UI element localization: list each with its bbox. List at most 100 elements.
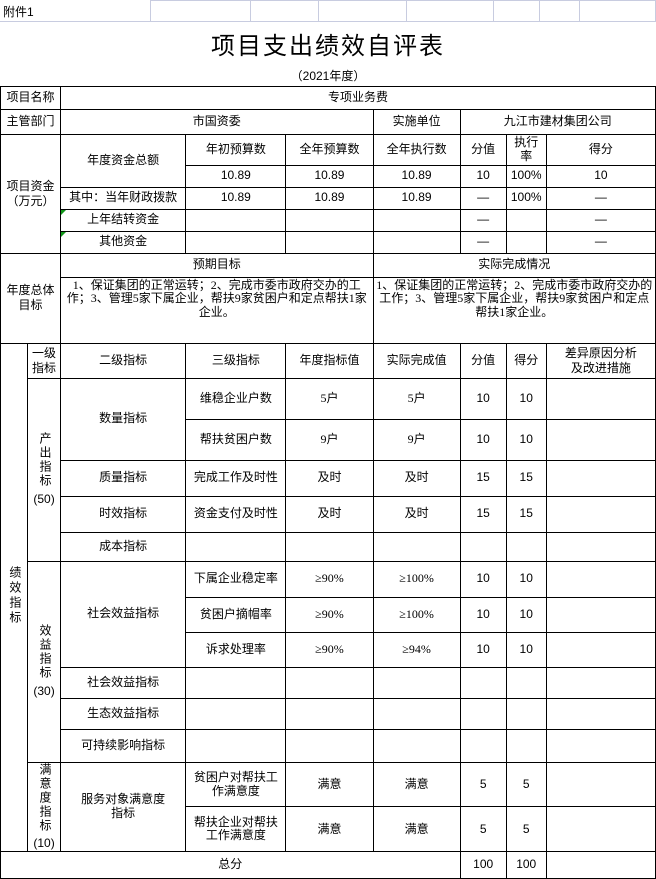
evaluation-table: 项目名称 专项业务费 主管部门 市国资委 实施单位 九江市建材集团公司 项目资金… (0, 86, 656, 879)
funds-total-rate: 100% (505, 164, 547, 188)
page-title: 项目支出绩效自评表 (211, 32, 445, 60)
funds-total-row: 10.89 10.89 10.89 10 100% 10 (1, 164, 656, 188)
total-score: 100 (505, 851, 547, 879)
goals-content-row: 1、保证集团的正常运转；2、完成市委市政府交办的工作；3、管理5家下属企业，帮扶… (1, 276, 656, 344)
perf-lvl3 (185, 531, 287, 562)
table-row: 成本指标 (1, 531, 656, 562)
goals-expected-text: 1、保证集团的正常运转；2、完成市委市政府交办的工作；3、管理5家下属企业，帮扶… (60, 276, 374, 344)
perf-lvl3: 诉求处理率 (185, 631, 287, 668)
perf-scoremax: 5 (459, 761, 507, 808)
perf-lvl3: 贫困户摘帽率 (185, 596, 287, 633)
grid-cell (538, 0, 580, 22)
funds-total-exec: 10.89 (372, 164, 461, 188)
perf-lvl2-social: 社会效益指标 (60, 560, 187, 668)
grid-cell (578, 0, 656, 22)
perf-header-remark-line1: 差异原因分析 (564, 345, 637, 360)
perf-target: ≥90% (285, 596, 374, 633)
perf-header-remark: 差异原因分析 及改进措施 (545, 342, 656, 379)
perf-header-lvl1-line2: 指标 (32, 360, 57, 375)
grid-cell (405, 0, 494, 22)
table-row: 社会效益指标 (1, 666, 656, 699)
table-row: 帮扶贫困户数 9户 9户 10 10 (1, 418, 656, 461)
department-value: 市国资委 (60, 109, 374, 135)
funds-appropriation-row: 其中：当年财政拨款 10.89 10.89 10.89 — 100% — (1, 186, 656, 210)
funds-appropriation-label: 其中：当年财政拨款 (60, 186, 187, 210)
perf-group-score-output: (50) (33, 491, 55, 506)
perf-scoremax: 10 (459, 631, 507, 668)
perf-actual (372, 728, 461, 763)
table-row: 满意度指标 (10) 服务对象满意度指标 贫困户对帮扶工作满意度 满意 满意 5… (1, 761, 656, 853)
funds-carryover-begin (185, 208, 287, 232)
perf-scoremax: 15 (459, 459, 507, 497)
perf-score: 10 (505, 377, 547, 420)
perf-actual (372, 697, 461, 730)
perf-lvl2-timeliness: 时效指标 (60, 495, 187, 533)
funds-carryover-label: 上年结转资金 (60, 208, 187, 232)
perf-target (285, 728, 374, 763)
goals-row-label-line2: 目标 (18, 298, 43, 313)
perf-score: 15 (505, 459, 547, 497)
funds-appropriation-begin: 10.89 (185, 186, 287, 210)
perf-group-label-output-text: 产出指标 (37, 432, 52, 489)
grid-cell (492, 0, 540, 22)
perf-actual: 5户 (372, 377, 461, 420)
project-name-row: 项目名称 专项业务费 (0, 86, 656, 110)
perf-actual: 满意 (372, 761, 461, 808)
perf-target (285, 666, 374, 699)
funds-other-scoremax: — (459, 230, 507, 254)
perf-lvl2-service-object: 服务对象满意度指标 (60, 761, 187, 853)
perf-score: 10 (505, 560, 547, 598)
perf-lvl2-quality: 质量指标 (60, 459, 187, 497)
perf-target: 9户 (285, 418, 374, 461)
perf-remark (545, 377, 656, 420)
perf-score: 10 (505, 631, 547, 668)
perf-score (505, 666, 547, 699)
funds-other-row: 其他资金 — — (1, 230, 656, 254)
funds-header-begin: 年初预算数 (185, 134, 287, 166)
funds-header-score: 得分 (545, 134, 656, 166)
perf-lvl2-cost: 成本指标 (60, 531, 187, 562)
funds-other-exec (372, 230, 461, 254)
perf-header-remark-line2: 及改进措施 (570, 360, 631, 375)
perf-target: ≥90% (285, 560, 374, 598)
funds-total-scoremax: 10 (459, 164, 507, 188)
goals-row-label: 年度总体 目标 (0, 252, 62, 344)
perf-target: 及时 (285, 495, 374, 533)
perf-header-target: 年度指标值 (285, 342, 374, 379)
table-row: 可持续影响指标 (1, 728, 656, 763)
perf-group-label-benefit: 效益指标 (30) (27, 560, 62, 763)
table-row: 贫困户摘帽率 ≥90% ≥100% 10 10 (1, 596, 656, 633)
total-scoremax: 100 (459, 851, 507, 879)
perf-scoremax: 10 (459, 596, 507, 633)
perf-group-label-satisfaction-text: 满意度指标 (37, 762, 52, 833)
total-score-label: 总分 (0, 851, 461, 879)
perf-actual: 及时 (372, 495, 461, 533)
title-block: 项目支出绩效自评表 （2021年度） (0, 22, 656, 86)
funds-appropriation-scoremax: — (459, 186, 507, 210)
perf-score (505, 531, 547, 562)
funds-total-label: 年度资金总额 (60, 134, 187, 188)
perf-header-row: 绩效指标 一级 指标 二级指标 三级指标 年度指标值 实际完成值 分值 得分 差… (0, 342, 656, 853)
perf-target: 满意 (285, 761, 374, 808)
funds-total-score: 10 (545, 164, 656, 188)
perf-lvl3: 贫困户对帮扶工作满意度 (185, 761, 287, 808)
table-row: 生态效益指标 (1, 697, 656, 730)
perf-scoremax: 15 (459, 495, 507, 533)
perf-remark (545, 728, 656, 763)
perf-score (505, 697, 547, 730)
funds-header-exec: 全年执行数 (372, 134, 461, 166)
grid-cell (150, 0, 252, 22)
perf-lvl2-quantity: 数量指标 (60, 377, 187, 461)
perf-remark (545, 459, 656, 497)
department-row: 主管部门 市国资委 实施单位 九江市建材集团公司 (0, 109, 656, 135)
perf-lvl3: 维稳企业户数 (185, 377, 287, 420)
goals-actual-header: 实际完成情况 (372, 252, 656, 278)
attachment-label: 附件1 (0, 0, 152, 22)
goals-row-label-line1: 年度总体 (6, 283, 55, 298)
perf-header-score: 得分 (505, 342, 547, 379)
perf-header-lvl1: 一级 指标 (27, 342, 62, 379)
funds-other-score: — (545, 230, 656, 254)
funds-other-begin (185, 230, 287, 254)
perf-lvl3: 下属企业稳定率 (185, 560, 287, 598)
funds-carryover-rate (505, 208, 547, 232)
